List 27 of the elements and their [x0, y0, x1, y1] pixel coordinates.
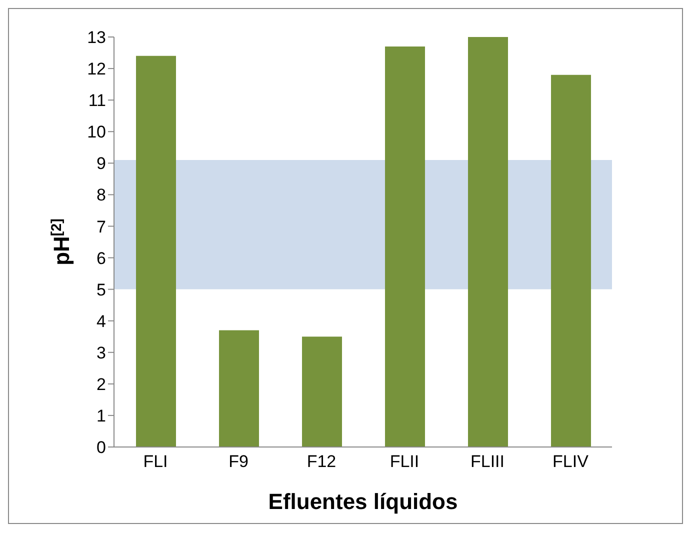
x-tick-label: FLIV	[552, 452, 590, 472]
x-tick-label: FLII	[390, 452, 420, 472]
bar	[468, 37, 508, 447]
x-axis-title: Efluentes líquidos	[268, 489, 458, 514]
y-tick-label: 4	[96, 312, 106, 331]
y-tick-label: 13	[87, 28, 106, 48]
y-tick-label: 0	[96, 438, 106, 458]
y-tick-label: 7	[96, 217, 106, 236]
bar	[551, 74, 591, 447]
y-tick-label: 11	[88, 91, 106, 110]
y-tick-label: 5	[96, 280, 106, 300]
y-tick-label: 6	[96, 248, 106, 268]
y-tick-label: 8	[96, 186, 106, 205]
y-tick-label: 3	[96, 343, 106, 362]
x-tick-label: FLIII	[470, 452, 505, 472]
bar	[385, 46, 425, 447]
x-tick-label: FLI	[143, 452, 168, 472]
y-tick-label: 10	[87, 122, 106, 142]
y-tick-label: 9	[96, 154, 106, 174]
y-tick-label: 1	[96, 406, 106, 426]
bar	[302, 336, 342, 447]
bar	[136, 56, 176, 447]
bar	[219, 330, 259, 447]
y-tick-label: 12	[87, 60, 106, 79]
x-tick-label: F9	[228, 452, 248, 472]
x-tick-label: F12	[306, 452, 336, 472]
y-tick-label: 2	[96, 374, 106, 394]
